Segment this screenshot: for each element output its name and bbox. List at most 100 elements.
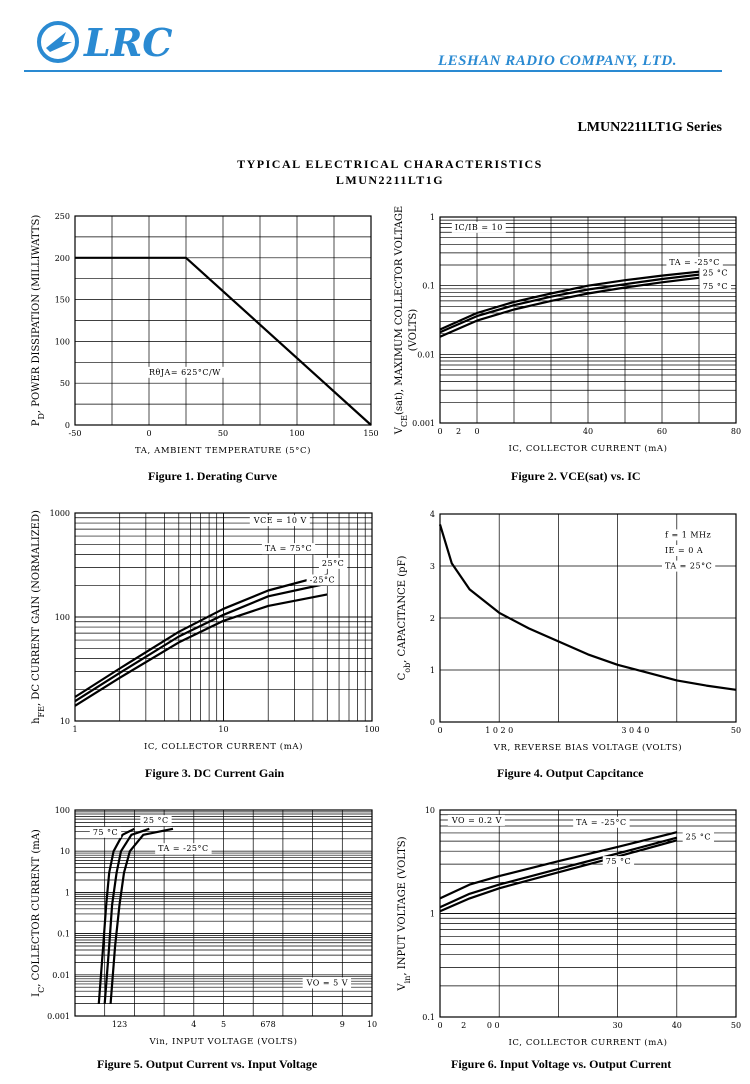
- annotation: TA = 75°C: [261, 543, 316, 555]
- x-tick-label: 2: [461, 1021, 466, 1030]
- plot-frame: [74, 809, 373, 1017]
- series-line: [439, 276, 700, 338]
- y-tick-label: 1000: [50, 509, 70, 518]
- x-tick-label: 0: [474, 427, 479, 436]
- annotation-bg: [602, 856, 635, 868]
- annotation: TA = -25°C: [666, 256, 723, 268]
- annotation-bg: [261, 543, 316, 555]
- annotation-text: TA = 75°C: [265, 544, 312, 553]
- y-axis-label: PD, POWER DISSIPATION (MILLIWATTS): [31, 215, 46, 427]
- y-tick-label: 100: [55, 613, 70, 622]
- annotation: -25°C: [306, 574, 339, 586]
- annotation-bg: [302, 977, 352, 989]
- annotation-text: RθJA= 625°C/W: [149, 368, 221, 377]
- y-tick-label: 0.1: [422, 1013, 435, 1022]
- y-axis-label: Cob, CAPACITANCE (pF): [397, 555, 412, 680]
- plot-frame: [74, 215, 372, 426]
- x-tick-label: 5: [221, 1020, 226, 1029]
- x-tick-label: 80: [731, 427, 741, 436]
- y-tick-label: 10: [60, 717, 70, 726]
- y-tick-label: 0: [65, 421, 70, 430]
- annotation: 25 °C: [682, 831, 715, 843]
- figure-6-input-voltage-vs-output-current: 0.1 1 10 0 2 0 0 30 40 50 IC, COLLECTOR CURRENT (…: [397, 806, 741, 1048]
- annotation-bg: [249, 515, 310, 527]
- plot-frame: [74, 512, 373, 722]
- logo-text: LRC: [83, 20, 173, 65]
- annotation-bg: [140, 815, 172, 827]
- annotation-text: TA = 25°C: [665, 562, 712, 571]
- annotation-text: -25°C: [310, 575, 336, 584]
- annotation-bg: [447, 814, 505, 826]
- annotation: 75 °C: [602, 856, 635, 868]
- plot-frame: [439, 216, 737, 424]
- x-axis-label: VR, REVERSE BIAS VOLTAGE (VOLTS): [493, 742, 682, 753]
- annotation: IC/IB = 10: [451, 221, 506, 233]
- x-tick-label: 678: [260, 1020, 275, 1029]
- caption-figure-1: Figure 1. Derating Curve: [148, 469, 278, 483]
- annotation-text: TA = -25°C: [669, 258, 719, 267]
- x-tick-label: 123: [112, 1020, 127, 1029]
- y-tick-label: 50: [60, 379, 70, 388]
- figure-4-output-capacitance: 0 1 2 3 4 0 1 0 2 0 3 0 4 0 50 VR, REVERSE BIAS V…: [397, 510, 741, 753]
- series-line: [438, 524, 737, 691]
- y-tick-label: 200: [55, 254, 70, 263]
- y-tick-label: 0.01: [417, 350, 435, 359]
- series-line: [109, 827, 174, 1004]
- y-tick-label: 1: [430, 666, 435, 675]
- x-axis-label: TA, AMBIENT TEMPERATURE (5°C): [135, 445, 311, 456]
- x-tick-label: 3 0 4 0: [621, 726, 649, 735]
- annotation-text: 75 °C: [606, 857, 631, 866]
- x-tick-label: 10: [218, 725, 228, 734]
- y-tick-label: 0.1: [57, 930, 70, 939]
- x-tick-label: 0: [437, 1021, 442, 1030]
- grid-lines: [74, 512, 373, 722]
- x-tick-label: 1: [72, 725, 77, 734]
- x-axis-label: IC, COLLECTOR CURRENT (mA): [508, 443, 667, 454]
- x-tick-label: 60: [657, 427, 667, 436]
- y-tick-label: 2: [430, 614, 435, 623]
- annotation-text: 25 °C: [686, 832, 711, 841]
- annotation-text: IC/IB = 10: [455, 223, 503, 232]
- grid-lines: [439, 216, 737, 424]
- series-line: [74, 582, 328, 703]
- x-axis-label: IC, COLLECTOR CURRENT (mA): [508, 1037, 667, 1048]
- y-axis-label: IC, COLLECTOR CURRENT (mA): [31, 829, 46, 997]
- annotation: VCE = 10 V: [249, 515, 310, 527]
- annotation: TA = 25°C: [661, 560, 716, 572]
- annotation-bg: [146, 366, 225, 378]
- y-tick-label: 10: [425, 806, 435, 815]
- annotation-bg: [661, 560, 716, 572]
- annotation-text: 25 °C: [143, 816, 168, 825]
- y-axis-label: VCE(sat), MAXIMUM COLLECTOR VOLTAGE: [394, 206, 409, 435]
- x-tick-label: 100: [364, 725, 379, 734]
- y-tick-label: 1: [430, 213, 435, 222]
- series-line: [439, 831, 678, 900]
- x-tick-label: 0: [437, 726, 442, 735]
- series-line: [75, 256, 372, 426]
- company-name: LESHAN RADIO COMPANY, LTD.: [438, 53, 678, 69]
- series-line: [103, 827, 150, 1004]
- annotation-bg: [699, 267, 732, 279]
- plot-frame: [439, 513, 737, 723]
- x-tick-label: 0: [437, 427, 442, 436]
- y-tick-label: 10: [60, 847, 70, 856]
- annotation-text: TA = -25°C: [158, 844, 208, 853]
- series-line: [439, 270, 700, 331]
- x-tick-label: 9: [340, 1020, 345, 1029]
- annotation: f = 1 MHz: [661, 529, 715, 541]
- grid-lines: [74, 215, 372, 426]
- annotation-bg: [661, 529, 715, 541]
- series-title: LMUN2211LT1G Series: [577, 120, 722, 135]
- annotation-text: VCE = 10 V: [253, 516, 307, 525]
- series-line: [74, 573, 328, 698]
- caption-figure-2: Figure 2. VCE(sat) vs. IC: [511, 469, 641, 483]
- x-tick-label: 40: [672, 1021, 682, 1030]
- annotation-bg: [666, 256, 723, 268]
- x-tick-label: 4: [191, 1020, 196, 1029]
- y-tick-label: 0.01: [52, 971, 70, 980]
- x-tick-label: 0 0: [487, 1021, 500, 1030]
- annotation-text: 75 °C: [93, 828, 118, 837]
- section-subtitle: LMUN2211LT1G: [335, 173, 445, 187]
